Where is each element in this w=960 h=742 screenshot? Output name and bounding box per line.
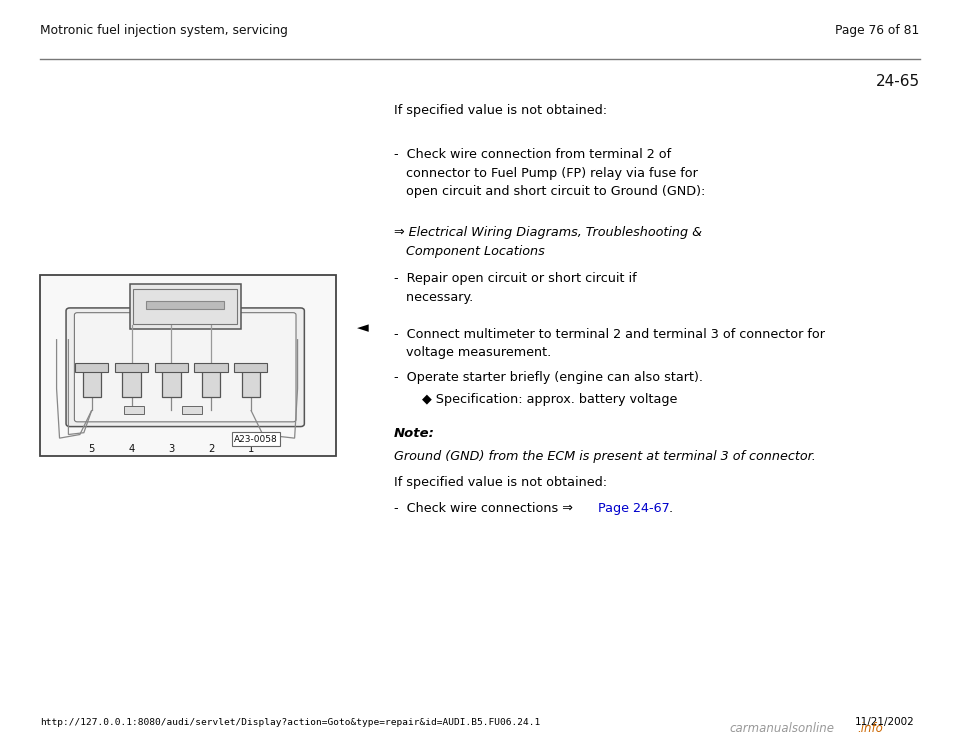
Bar	[83, 367, 101, 396]
Text: 5: 5	[88, 444, 95, 454]
Text: Motronic fuel injection system, servicing: Motronic fuel injection system, servicin…	[40, 24, 288, 37]
Text: .info: .info	[857, 721, 883, 735]
Text: -  Repair open circuit or short circuit if
   necessary.: - Repair open circuit or short circuit i…	[394, 272, 636, 303]
Bar	[122, 367, 141, 396]
Bar	[75, 363, 108, 372]
Text: -  Operate starter briefly (engine can also start).: - Operate starter briefly (engine can al…	[394, 371, 703, 384]
Bar	[133, 289, 237, 324]
FancyBboxPatch shape	[66, 308, 304, 427]
Text: 3: 3	[168, 444, 175, 454]
Text: 2: 2	[208, 444, 214, 454]
Bar	[130, 283, 241, 329]
Bar	[182, 407, 202, 414]
Text: A23-0058: A23-0058	[234, 435, 278, 444]
Bar	[115, 363, 148, 372]
Text: -  Connect multimeter to terminal 2 and terminal 3 of connector for
   voltage m: - Connect multimeter to terminal 2 and t…	[394, 328, 825, 359]
Text: Page 24-67: Page 24-67	[598, 502, 670, 516]
Text: carmanualsonline: carmanualsonline	[730, 721, 834, 735]
Text: -  Check wire connections ⇒: - Check wire connections ⇒	[394, 502, 576, 516]
Bar	[147, 301, 224, 309]
Text: Ground (GND) from the ECM is present at terminal 3 of connector.: Ground (GND) from the ECM is present at …	[394, 450, 815, 464]
Bar	[195, 363, 228, 372]
Text: 4: 4	[129, 444, 134, 454]
Text: ◆ Specification: approx. battery voltage: ◆ Specification: approx. battery voltage	[422, 393, 678, 407]
Text: Note:: Note:	[394, 427, 435, 440]
Text: If specified value is not obtained:: If specified value is not obtained:	[394, 104, 607, 117]
Text: Page 76 of 81: Page 76 of 81	[835, 24, 920, 37]
Bar	[155, 363, 188, 372]
Bar	[242, 367, 260, 396]
Text: If specified value is not obtained:: If specified value is not obtained:	[394, 476, 607, 490]
Text: ⇒ Electrical Wiring Diagrams, Troubleshooting &
   Component Locations: ⇒ Electrical Wiring Diagrams, Troublesho…	[394, 226, 702, 257]
Bar	[234, 363, 268, 372]
Bar	[162, 367, 180, 396]
Bar	[40, 275, 336, 456]
Text: http://127.0.0.1:8080/audi/servlet/Display?action=Goto&type=repair&id=AUDI.B5.FU: http://127.0.0.1:8080/audi/servlet/Displ…	[40, 718, 540, 727]
Text: 1: 1	[248, 444, 254, 454]
Text: ◄: ◄	[357, 321, 369, 335]
Bar	[124, 407, 144, 414]
Bar	[202, 367, 220, 396]
Text: 11/21/2002: 11/21/2002	[854, 718, 914, 727]
Text: -  Check wire connection from terminal 2 of
   connector to Fuel Pump (FP) relay: - Check wire connection from terminal 2 …	[394, 148, 705, 198]
Text: .: .	[665, 502, 673, 516]
FancyBboxPatch shape	[75, 312, 296, 422]
Text: 24-65: 24-65	[876, 74, 920, 89]
